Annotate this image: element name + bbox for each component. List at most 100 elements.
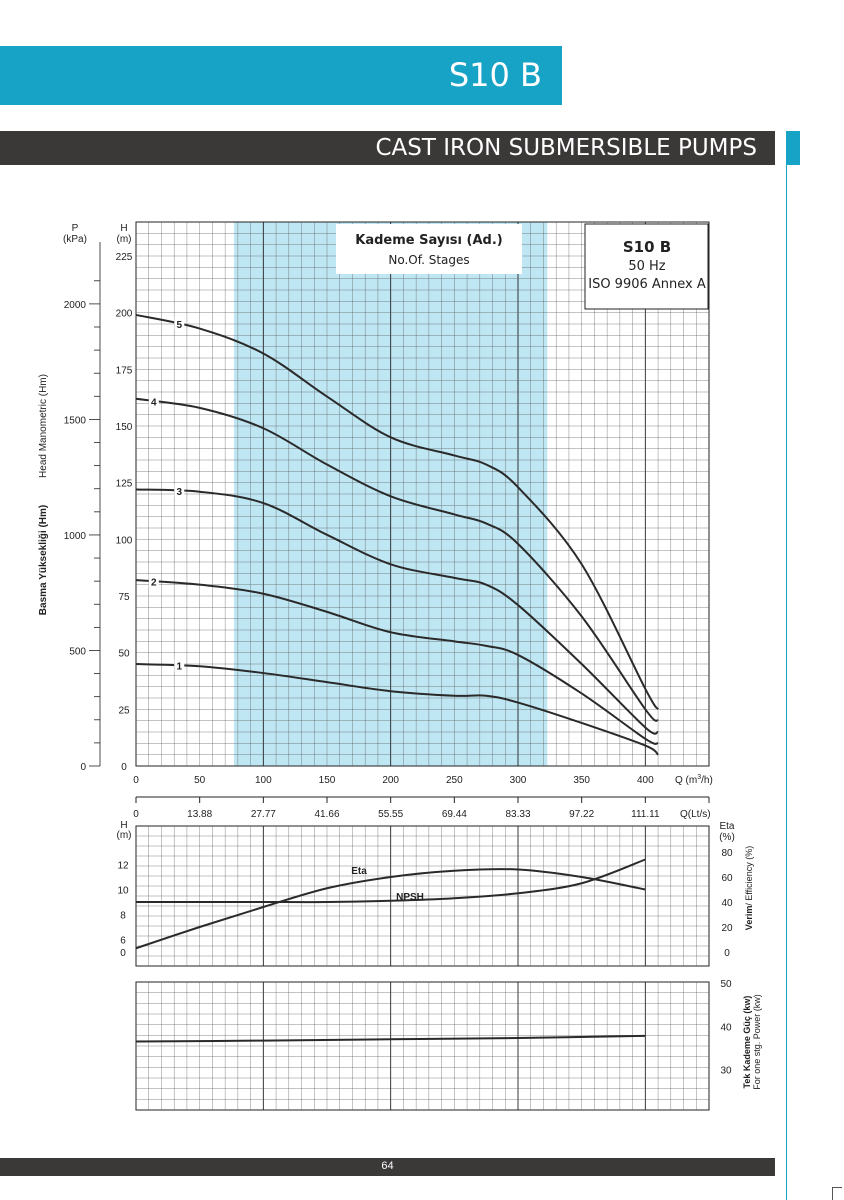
model-title: S10 B bbox=[448, 56, 542, 94]
p-tick-label: 1500 bbox=[64, 415, 87, 426]
q-tick-label: 250 bbox=[446, 775, 463, 786]
h-tick-label: 200 bbox=[116, 309, 133, 320]
h-tick-label: 225 bbox=[116, 252, 133, 263]
h-axis-unit: (m) bbox=[117, 234, 132, 245]
p-tick-label: 500 bbox=[69, 646, 86, 657]
edge-tab bbox=[786, 131, 800, 165]
q-tick-label: 300 bbox=[510, 775, 527, 786]
q-unit-prefix: Q (m bbox=[675, 775, 697, 786]
curve-npsh bbox=[135, 858, 646, 904]
curve-label-stage-3: 3 bbox=[177, 487, 183, 498]
q-tick-label: 200 bbox=[382, 775, 399, 786]
qls-tick-label: 0 bbox=[133, 809, 139, 820]
category-bar: CAST IRON SUBMERSIBLE PUMPS bbox=[0, 131, 775, 165]
q-tick-label: 100 bbox=[255, 775, 272, 786]
qls-tick-label: 41.66 bbox=[314, 809, 339, 820]
h2-axis-label: H bbox=[120, 820, 127, 831]
efficiency-label-tr: Verim bbox=[744, 906, 754, 931]
curve-label-stage-1: 1 bbox=[177, 662, 183, 673]
power-tick-label: 40 bbox=[720, 1022, 732, 1033]
curve-label-stage-4: 4 bbox=[151, 397, 157, 408]
curve-stage-2 bbox=[135, 579, 659, 745]
npsh-tick-label: 6 bbox=[120, 936, 126, 947]
power-tick-label: 50 bbox=[720, 979, 732, 990]
npsh-tick-label: 10 bbox=[117, 886, 129, 897]
qls-tick-label: 27.77 bbox=[251, 809, 276, 820]
eta-tick-label: 40 bbox=[721, 898, 733, 909]
page-number: 64 bbox=[381, 1160, 394, 1172]
curve-label-eta: Eta bbox=[351, 866, 367, 877]
eta-tick-label: 20 bbox=[721, 923, 733, 934]
info-standard: ISO 9906 Annex A bbox=[588, 277, 706, 292]
qls-axis-label: Q(Lt/s) bbox=[680, 809, 711, 820]
curve-label-bg bbox=[174, 484, 185, 498]
curve-label-npsh: NPSH bbox=[396, 892, 424, 903]
category-title: CAST IRON SUBMERSIBLE PUMPS bbox=[375, 135, 757, 161]
info-model: S10 B bbox=[623, 238, 671, 256]
curve-label-bg bbox=[174, 658, 185, 672]
h-tick-label: 150 bbox=[116, 422, 133, 433]
q-unit-suffix: /h) bbox=[701, 775, 713, 786]
power-chart: 30 40 50 bbox=[135, 979, 732, 1111]
curve-stage-3 bbox=[135, 488, 659, 735]
curve-label-bg bbox=[148, 394, 159, 408]
npsh-tick-label: 8 bbox=[120, 911, 126, 922]
curve-label-stage-2: 2 bbox=[151, 577, 157, 588]
qls-tick-label: 111.11 bbox=[631, 809, 660, 820]
power-label-en: For one stg. Power (kw) bbox=[752, 994, 762, 1090]
eta-tick-label: 80 bbox=[721, 848, 733, 859]
head-chart: 0255075100125150175200225050010001500200… bbox=[64, 221, 710, 820]
h-tick-label: 125 bbox=[116, 479, 133, 490]
q-tick-label: 0 bbox=[133, 775, 139, 786]
npsh-tick-label: 0 bbox=[120, 948, 126, 959]
q-axis-label: Q (m3/h) bbox=[675, 774, 713, 786]
q-unit-sup: 3 bbox=[697, 774, 701, 781]
p-tick-label: 2000 bbox=[64, 300, 87, 311]
model-banner: S10 B bbox=[0, 46, 562, 105]
qls-tick-label: 13.88 bbox=[187, 809, 212, 820]
crop-mark bbox=[832, 1187, 842, 1188]
edge-line bbox=[786, 165, 787, 1200]
h-axis-label: H bbox=[120, 223, 127, 234]
power-tick-label: 30 bbox=[720, 1066, 732, 1077]
q-tick-label: 350 bbox=[573, 775, 590, 786]
qls-tick-label: 97.22 bbox=[569, 809, 594, 820]
eta-tick-label: 60 bbox=[721, 873, 733, 884]
curve-stage-4 bbox=[135, 397, 659, 722]
qls-tick-label: 55.55 bbox=[378, 809, 403, 820]
h-tick-label: 175 bbox=[116, 365, 133, 376]
p-tick-label: 1000 bbox=[64, 531, 87, 542]
qls-tick-label: 69.44 bbox=[442, 809, 467, 820]
model-info-box: S10 B 50 Hz ISO 9906 Annex A bbox=[584, 223, 709, 310]
p-axis-unit: (kPa) bbox=[63, 234, 87, 245]
eta-axis-unit: (%) bbox=[719, 832, 735, 843]
head-label-en: Head Manometric (Hm) bbox=[38, 374, 49, 478]
curve-stage-5 bbox=[135, 313, 659, 710]
q-tick-label: 150 bbox=[319, 775, 336, 786]
h-tick-label: 100 bbox=[116, 535, 133, 546]
curve-label-stage-5: 5 bbox=[177, 320, 183, 331]
curve-eta bbox=[135, 868, 646, 950]
curve-label-bg bbox=[148, 574, 159, 588]
head-label-tr: Basma Yüksekliği (Hm) bbox=[38, 505, 49, 615]
curve-stage-1 bbox=[135, 663, 659, 756]
stages-box: Kademe Sayısı (Ad.) No.Of. Stages bbox=[336, 224, 522, 274]
eta-tick-label: 0 bbox=[724, 948, 730, 959]
p-tick-label: 0 bbox=[80, 762, 86, 773]
h-tick-label: 75 bbox=[118, 592, 130, 603]
h-tick-label: 0 bbox=[121, 762, 127, 773]
h2-axis-unit: (m) bbox=[117, 830, 132, 841]
p-axis-label: P bbox=[72, 223, 79, 234]
curve-label-bg bbox=[174, 317, 185, 331]
footer-bar: 64 bbox=[0, 1158, 775, 1176]
stages-title: Kademe Sayısı (Ad.) bbox=[355, 233, 502, 248]
curve-power bbox=[135, 1034, 646, 1043]
q-tick-label: 50 bbox=[194, 775, 206, 786]
eta-axis-label: Eta bbox=[719, 821, 734, 832]
stages-subtitle: No.Of. Stages bbox=[388, 253, 469, 267]
qls-tick-label: 83.33 bbox=[505, 809, 530, 820]
h-tick-label: 25 bbox=[118, 705, 130, 716]
info-frequency: 50 Hz bbox=[628, 259, 665, 274]
